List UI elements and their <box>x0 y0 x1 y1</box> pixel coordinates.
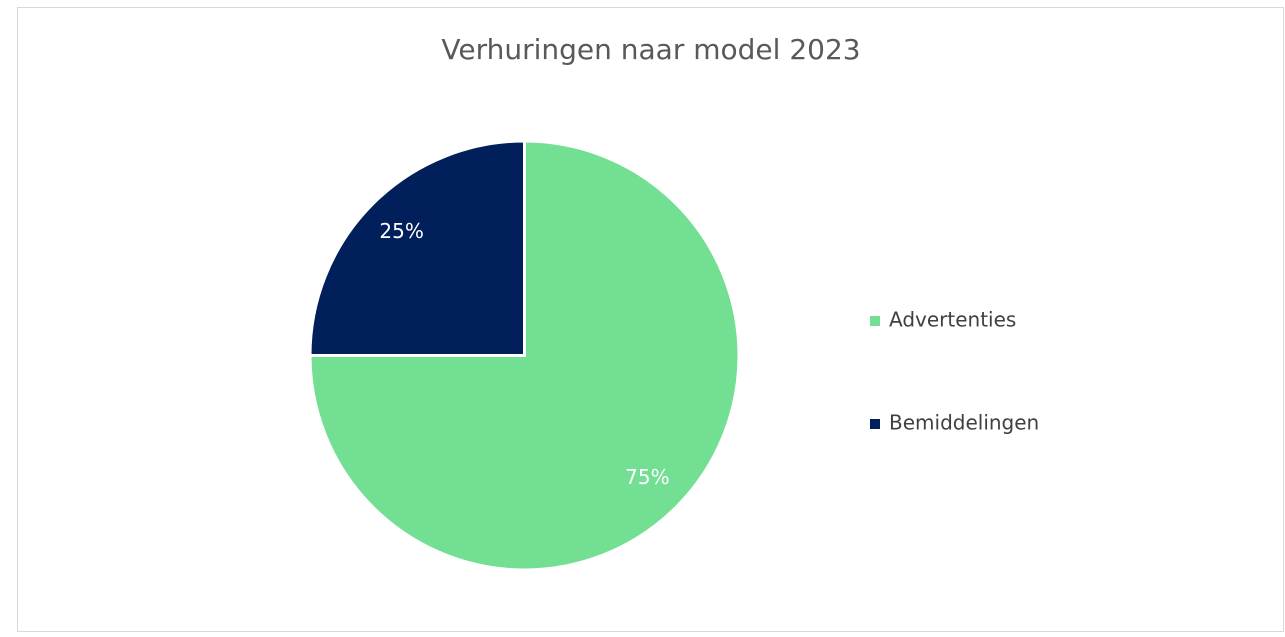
data-label: 75% <box>625 465 669 489</box>
pie-slice <box>308 139 526 357</box>
legend-label: Advertenties <box>889 308 1016 332</box>
legend-swatch <box>870 419 880 429</box>
chart-title: Verhuringen naar model 2023 <box>441 33 860 66</box>
legend-label: Bemiddelingen <box>889 411 1039 435</box>
pie-slice <box>308 139 741 572</box>
legend-swatch <box>870 316 880 326</box>
data-label: 25% <box>379 219 423 243</box>
